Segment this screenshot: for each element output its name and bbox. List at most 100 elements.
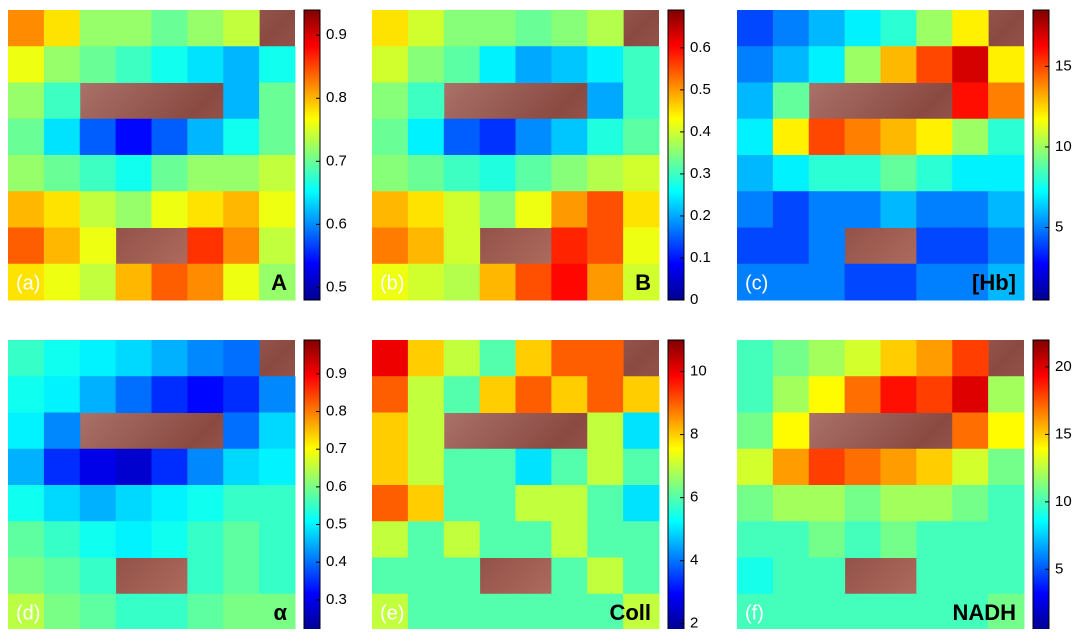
heatmap-cell [480,191,516,228]
heatmap-cell [516,376,552,413]
colorbar-tick-label: 0.5 [690,81,711,98]
heatmap-cell [773,155,809,192]
heatmap-cell [809,264,845,301]
colorbar-tick-label: 0.1 [690,249,711,266]
heatmap-cell [551,191,587,228]
heatmap-cell [187,558,223,595]
heatmap-cell [845,485,881,522]
colorbar-tick-label: 6 [690,489,698,506]
heatmap-cell [408,485,444,522]
colorbar-tick-label: 0.3 [690,165,711,182]
heatmap-cell [187,191,223,228]
heatmap-cell [152,119,188,156]
heatmap-cell [372,485,408,522]
heatmap-cell [881,521,917,558]
panel-label: (a) [16,272,40,294]
heatmap-cell [587,228,623,265]
heatmap-cell [44,485,80,522]
heatmap-cell [223,521,259,558]
heatmap-cell [587,264,623,301]
heatmap-cell [187,449,223,486]
heatmap-cell [773,413,809,450]
heatmap-cell [737,119,773,156]
heatmap-cell [952,191,988,228]
heatmap-cell [408,558,444,595]
heatmap-cell [809,558,845,595]
heatmap-cell [916,191,952,228]
heatmap-cell [444,558,480,595]
heatmap-cell [372,191,408,228]
heatmap-cell [916,376,952,413]
heatmap-cell [223,558,259,595]
heatmap-cell [773,46,809,83]
heatmap-cell [845,119,881,156]
heatmap-cell [952,485,988,522]
heatmap-cell [845,521,881,558]
heatmap-cell [773,228,809,265]
heatmap-cell [773,558,809,595]
colorbar-tick-label: 0.7 [326,440,347,457]
colorbar [304,340,320,629]
heatmap-cell [259,191,295,228]
heatmap-cell [372,521,408,558]
heatmap-cell [223,264,259,301]
heatmap-cell [587,558,623,595]
heatmap-cell [8,485,44,522]
heatmap-cell [845,264,881,301]
heatmap-cell [516,191,552,228]
heatmap-cell [773,449,809,486]
heatmap-cell [372,119,408,156]
colorbar-tick-label: 2 [690,615,698,629]
colorbar-tick-label: 0.6 [690,39,711,56]
heatmap-cell [845,376,881,413]
heatmap-cell [44,10,80,47]
colorbar-tick-label: 15 [1055,425,1072,442]
heatmap-cell [773,594,809,629]
heatmap-cell [372,46,408,83]
heatmap-cell [809,10,845,47]
heatmap-cell [988,413,1024,450]
heatmap-cell [623,155,659,192]
heatmap-cell [916,558,952,595]
heatmap-cell [259,46,295,83]
heatmap-cell [516,119,552,156]
heatmap-cell [187,46,223,83]
heatmap-cell [916,485,952,522]
heatmap-cell [737,340,773,377]
heatmap-cell [116,594,152,629]
heatmap-cell [8,521,44,558]
heatmap-cell [152,594,188,629]
heatmap-cell [916,46,952,83]
heatmap-cell [623,46,659,83]
heatmap-cell [916,228,952,265]
heatmap-cell [223,594,259,629]
heatmap-cell [152,10,188,47]
heatmap-cell [551,228,587,265]
heatmap-cell [916,521,952,558]
heatmap-cell [623,449,659,486]
heatmap-cell [952,340,988,377]
heatmap-cell [223,155,259,192]
colorbar-tick-label: 0.6 [326,215,347,232]
heatmap-cell [444,264,480,301]
heatmap-cell [116,485,152,522]
heatmap-cell [845,449,881,486]
heatmap-cell [551,449,587,486]
heatmap-cell [881,449,917,486]
heatmap-cell [952,10,988,47]
heatmap-cell [80,119,116,156]
heatmap-cell [408,10,444,47]
heatmap-cell [223,10,259,47]
heatmap-cell [773,191,809,228]
colorbar-tick-label: 10 [1055,493,1072,510]
heatmap-cell [152,46,188,83]
heatmap-cell [952,413,988,450]
heatmap-cell [80,594,116,629]
heatmap-cell [587,46,623,83]
colorbar-tick-label: 0.8 [326,403,347,420]
panel-title: A [271,270,287,295]
heatmap-cell [80,264,116,301]
heatmap-cell [444,485,480,522]
heatmap-cell [952,228,988,265]
heatmap-cell [223,376,259,413]
